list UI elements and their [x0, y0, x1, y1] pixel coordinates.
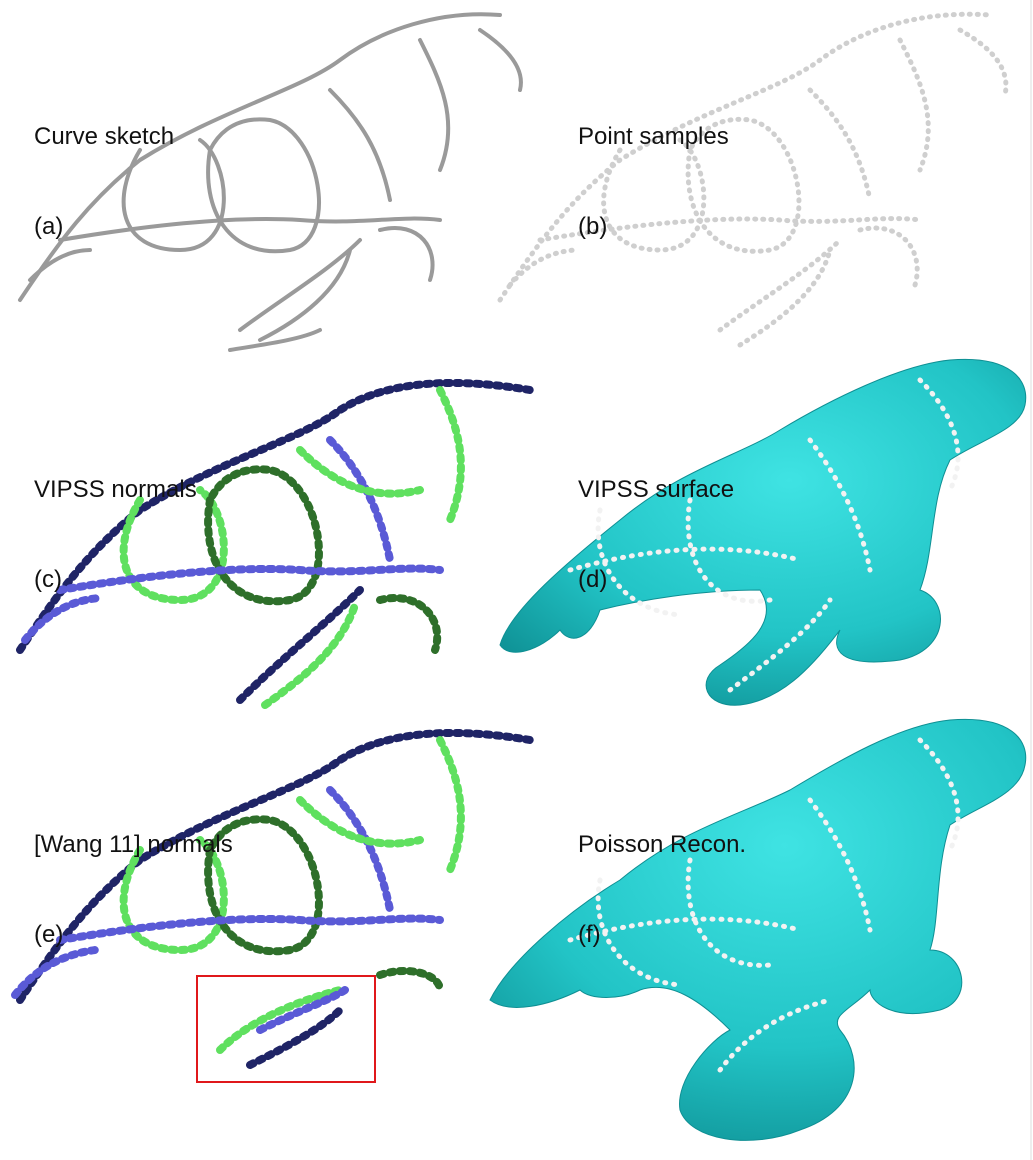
curve-stroke: [478, 28, 523, 92]
normal-chain: [436, 386, 465, 524]
highlight-box: [196, 975, 376, 1083]
panel-title: Curve sketch: [34, 123, 175, 150]
normal-chain: [261, 601, 359, 709]
normal-chain: [326, 436, 394, 564]
curve-stroke: [121, 138, 226, 253]
reconstructed-surface: [489, 718, 1027, 1141]
normal-chain: [119, 836, 228, 955]
panel-tag: (c): [34, 566, 62, 593]
curve-stroke: [378, 226, 435, 282]
sample-points-overlay: [807, 797, 873, 933]
vipss-normals-figure: [16, 378, 534, 709]
panel-tag: (b): [578, 213, 608, 240]
sample-points-overlay: [917, 737, 961, 853]
sample-points-overlay: [717, 997, 833, 1073]
point-sample-chain: [897, 37, 931, 173]
vipss-surface-figure: [499, 358, 1027, 706]
normal-chain: [296, 446, 424, 498]
normal-chain: [326, 786, 394, 914]
normal-chain: [56, 914, 444, 944]
sample-points-overlay: [807, 437, 873, 573]
panel-title: Point samples: [578, 123, 729, 150]
curve-sketch-figure: [18, 12, 523, 352]
point-samples-figure: [497, 11, 1009, 348]
panel-label-f: Poisson Recon. (f): [578, 770, 746, 980]
normal-chain: [246, 1006, 344, 1069]
panel-tag: (e): [34, 921, 64, 948]
normal-chain: [56, 564, 444, 594]
normal-chain: [236, 586, 364, 704]
sample-points-overlay: [595, 877, 683, 988]
panel-title: VIPSS surface: [578, 476, 735, 503]
panel-tag: (a): [34, 213, 64, 240]
curve-stroke: [258, 248, 352, 342]
sample-points-overlay: [595, 507, 683, 618]
curve-stroke: [58, 216, 442, 242]
normal-chain: [16, 728, 534, 1004]
panel-title: VIPSS normals: [34, 476, 197, 503]
normal-chain: [21, 594, 104, 644]
normal-chain: [256, 986, 349, 1034]
panel-label-c: VIPSS normals (c): [34, 415, 197, 625]
point-sample-chain: [507, 247, 578, 288]
sample-points-overlay: [685, 857, 773, 968]
normal-chain: [376, 967, 444, 994]
panel-label-a: Curve sketch (a): [34, 62, 174, 272]
panel-label-d: VIPSS surface (d): [578, 415, 734, 625]
curve-stroke: [18, 12, 502, 302]
reconstructed-surface: [499, 358, 1027, 706]
point-sample-chain: [717, 237, 843, 333]
right-edge-divider: [1030, 0, 1032, 1160]
panel-tag: (d): [578, 566, 608, 593]
sample-points-overlay: [727, 597, 833, 693]
sample-points-overlay: [917, 377, 961, 493]
point-sample-chain: [497, 11, 993, 303]
sample-points-overlay: [567, 546, 803, 573]
point-sample-chain: [537, 216, 923, 243]
curve-stroke: [328, 88, 392, 202]
point-sample-chain: [857, 225, 920, 288]
poisson-surface-figure: [489, 718, 1027, 1141]
normal-chain: [216, 986, 344, 1054]
wang-normals-figure: [11, 728, 534, 1069]
normal-chain: [11, 946, 99, 999]
panel-label-e: [Wang 11] normals (e): [34, 770, 233, 980]
normal-chain: [296, 796, 424, 848]
point-sample-chain: [807, 87, 873, 203]
sample-points-overlay: [567, 916, 803, 943]
point-sample-chain: [601, 137, 707, 253]
normal-chain: [436, 736, 465, 874]
point-sample-chain: [737, 247, 833, 348]
point-sample-chain: [957, 27, 1009, 98]
curve-stroke: [418, 38, 451, 172]
normal-chain: [376, 594, 442, 654]
panel-tag: (f): [578, 921, 601, 948]
curve-stroke: [28, 248, 92, 282]
sample-points-overlay: [685, 497, 773, 604]
normal-chain: [119, 486, 228, 605]
curve-stroke: [228, 328, 322, 352]
panel-title: [Wang 11] normals: [34, 831, 233, 858]
panel-label-b: Point samples (b): [578, 62, 729, 272]
panel-title: Poisson Recon.: [578, 831, 747, 858]
normal-chain: [16, 378, 534, 654]
